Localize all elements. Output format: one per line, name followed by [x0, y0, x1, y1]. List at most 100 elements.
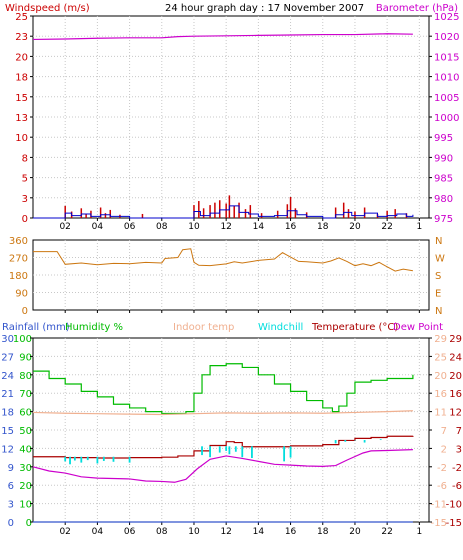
rainfall-ytick-label: 18	[1, 408, 14, 419]
humidity-ytick-label: 80	[19, 371, 32, 382]
humidity-ytick-label: 0	[26, 518, 32, 529]
humidity-ytick-label: 100	[13, 334, 32, 345]
barometer-ytick-label: 975	[434, 214, 453, 225]
temperature-ytick-label: 12	[449, 408, 462, 419]
wind-xtick-label: 12	[220, 222, 231, 232]
temperature-ytick-label: 7	[456, 426, 462, 437]
rainfall-ytick-label: 27	[1, 352, 14, 363]
humidity-ytick-label: 90	[19, 352, 32, 363]
windspeed-ytick-label: 13	[15, 113, 28, 124]
dewpoint-label: Dew Point	[393, 322, 443, 333]
barometer-series-line	[32, 33, 413, 41]
temperature-series-line	[33, 435, 414, 459]
windspeed-ytick-label: 3	[22, 194, 28, 205]
temperature-ytick-label: -15	[431, 518, 447, 529]
wind-xtick-label: 04	[92, 222, 104, 232]
indoor-temp-label: Indoor temp	[173, 322, 234, 333]
temperature-ytick-label: -2	[437, 463, 447, 474]
windspeed-ytick-label: 25	[15, 12, 28, 23]
compass-label: E	[435, 289, 441, 300]
windspeed-ytick-label: 0	[22, 214, 28, 225]
temperature-ytick-label: 16	[434, 389, 447, 400]
humidity-ytick-label: 60	[19, 408, 32, 419]
temperature-ytick-label: -2	[452, 463, 462, 474]
temperature-ytick-label: -15	[446, 518, 462, 529]
temp-xtick-label: 20	[349, 527, 361, 537]
temp-xtick-label: 06	[124, 527, 136, 537]
temperature-ytick-label: 2	[441, 444, 447, 455]
temperature-ytick-label: -6	[452, 481, 462, 492]
rainfall-ytick-label: 12	[1, 444, 14, 455]
barometer-ytick-label: 1020	[434, 32, 459, 43]
wind-xtick-label: 02	[59, 222, 70, 232]
temp-xtick-label: 18	[317, 527, 329, 537]
dewpoint-series-line	[32, 449, 413, 483]
temperature-ytick-label: -11	[431, 500, 447, 511]
compass-label: N	[435, 236, 442, 247]
barometer-ytick-label: 995	[434, 133, 453, 144]
barometer-ytick-label: 985	[434, 174, 453, 185]
temp-xtick-label: 04	[92, 527, 104, 537]
barometer-ytick-label: 1025	[434, 12, 459, 23]
temperature-ytick-label: 24	[449, 352, 462, 363]
direction-ytick-label: 270	[9, 254, 28, 265]
rainfall-ytick-label: 15	[1, 426, 14, 437]
barometer-axis-label: Barometer (hPa)	[376, 3, 458, 14]
rainfall-ytick-label: 3	[8, 500, 14, 511]
wind-xtick-label: 20	[349, 222, 361, 232]
temp-xtick-label: 12	[220, 527, 231, 537]
direction-ytick-label: 360	[9, 236, 28, 247]
compass-label: S	[435, 271, 441, 282]
wind-xtick-label: 18	[317, 222, 329, 232]
temp-xtick-label: 10	[188, 527, 200, 537]
wind-xtick-label: 16	[285, 222, 297, 232]
temperature-ytick-label: -10	[446, 500, 462, 511]
barometer-ytick-label: 1015	[434, 52, 459, 63]
rainfall-ytick-label: 0	[8, 518, 14, 529]
wind-xtick-label: 08	[156, 222, 168, 232]
rainfall-ytick-label: 6	[8, 481, 14, 492]
wind-xtick-label: 1	[416, 222, 422, 232]
wind-xtick-label: 06	[124, 222, 136, 232]
temperature-ytick-label: 7	[441, 426, 447, 437]
temp-xtick-label: 1	[416, 527, 422, 537]
indoor-temp-series-line	[32, 410, 413, 416]
temp-xtick-label: 14	[253, 527, 265, 537]
humidity-series-line	[33, 363, 414, 415]
humidity-ytick-label: 50	[19, 426, 32, 437]
wind-xtick-label: 14	[253, 222, 265, 232]
temp-xtick-label: 08	[156, 527, 168, 537]
barometer-ytick-label: 1000	[434, 113, 459, 124]
wind-direction-series-line	[33, 248, 413, 272]
direction-ytick-label: 90	[15, 289, 28, 300]
rainfall-ytick-label: 9	[8, 463, 14, 474]
windspeed-ytick-label: 18	[15, 73, 28, 84]
temperature-ytick-label: 3	[456, 444, 462, 455]
compass-label: W	[435, 254, 445, 265]
barometer-ytick-label: 990	[434, 153, 453, 164]
wind-xtick-label: 10	[188, 222, 200, 232]
temperature-axis-label: Temperature (°C)	[311, 322, 398, 333]
humidity-ytick-label: 30	[19, 463, 32, 474]
barometer-ytick-label: 1005	[434, 93, 459, 104]
windspeed-ytick-label: 20	[15, 52, 28, 63]
temperature-ytick-label: 25	[434, 352, 447, 363]
windspeed-ytick-label: 5	[22, 174, 28, 185]
barometer-ytick-label: 1010	[434, 73, 459, 84]
rainfall-axis-label: Rainfall (mm)	[2, 322, 70, 333]
humidity-ytick-label: 70	[19, 389, 32, 400]
humidity-ytick-label: 40	[19, 444, 32, 455]
humidity-ytick-label: 10	[19, 500, 32, 511]
barometer-ytick-label: 980	[434, 194, 453, 205]
temp-xtick-label: 16	[285, 527, 297, 537]
temperature-ytick-label: 29	[449, 334, 462, 345]
windspeed-ytick-label: 23	[15, 32, 28, 43]
temperature-ytick-label: 20	[434, 371, 447, 382]
page-title: 24 hour graph day : 17 November 2007	[165, 3, 364, 14]
direction-ytick-label: 180	[9, 271, 28, 282]
humidity-axis-label: Humidity %	[65, 322, 123, 333]
wind-xtick-label: 22	[381, 222, 392, 232]
windspeed-ytick-label: 8	[22, 153, 28, 164]
